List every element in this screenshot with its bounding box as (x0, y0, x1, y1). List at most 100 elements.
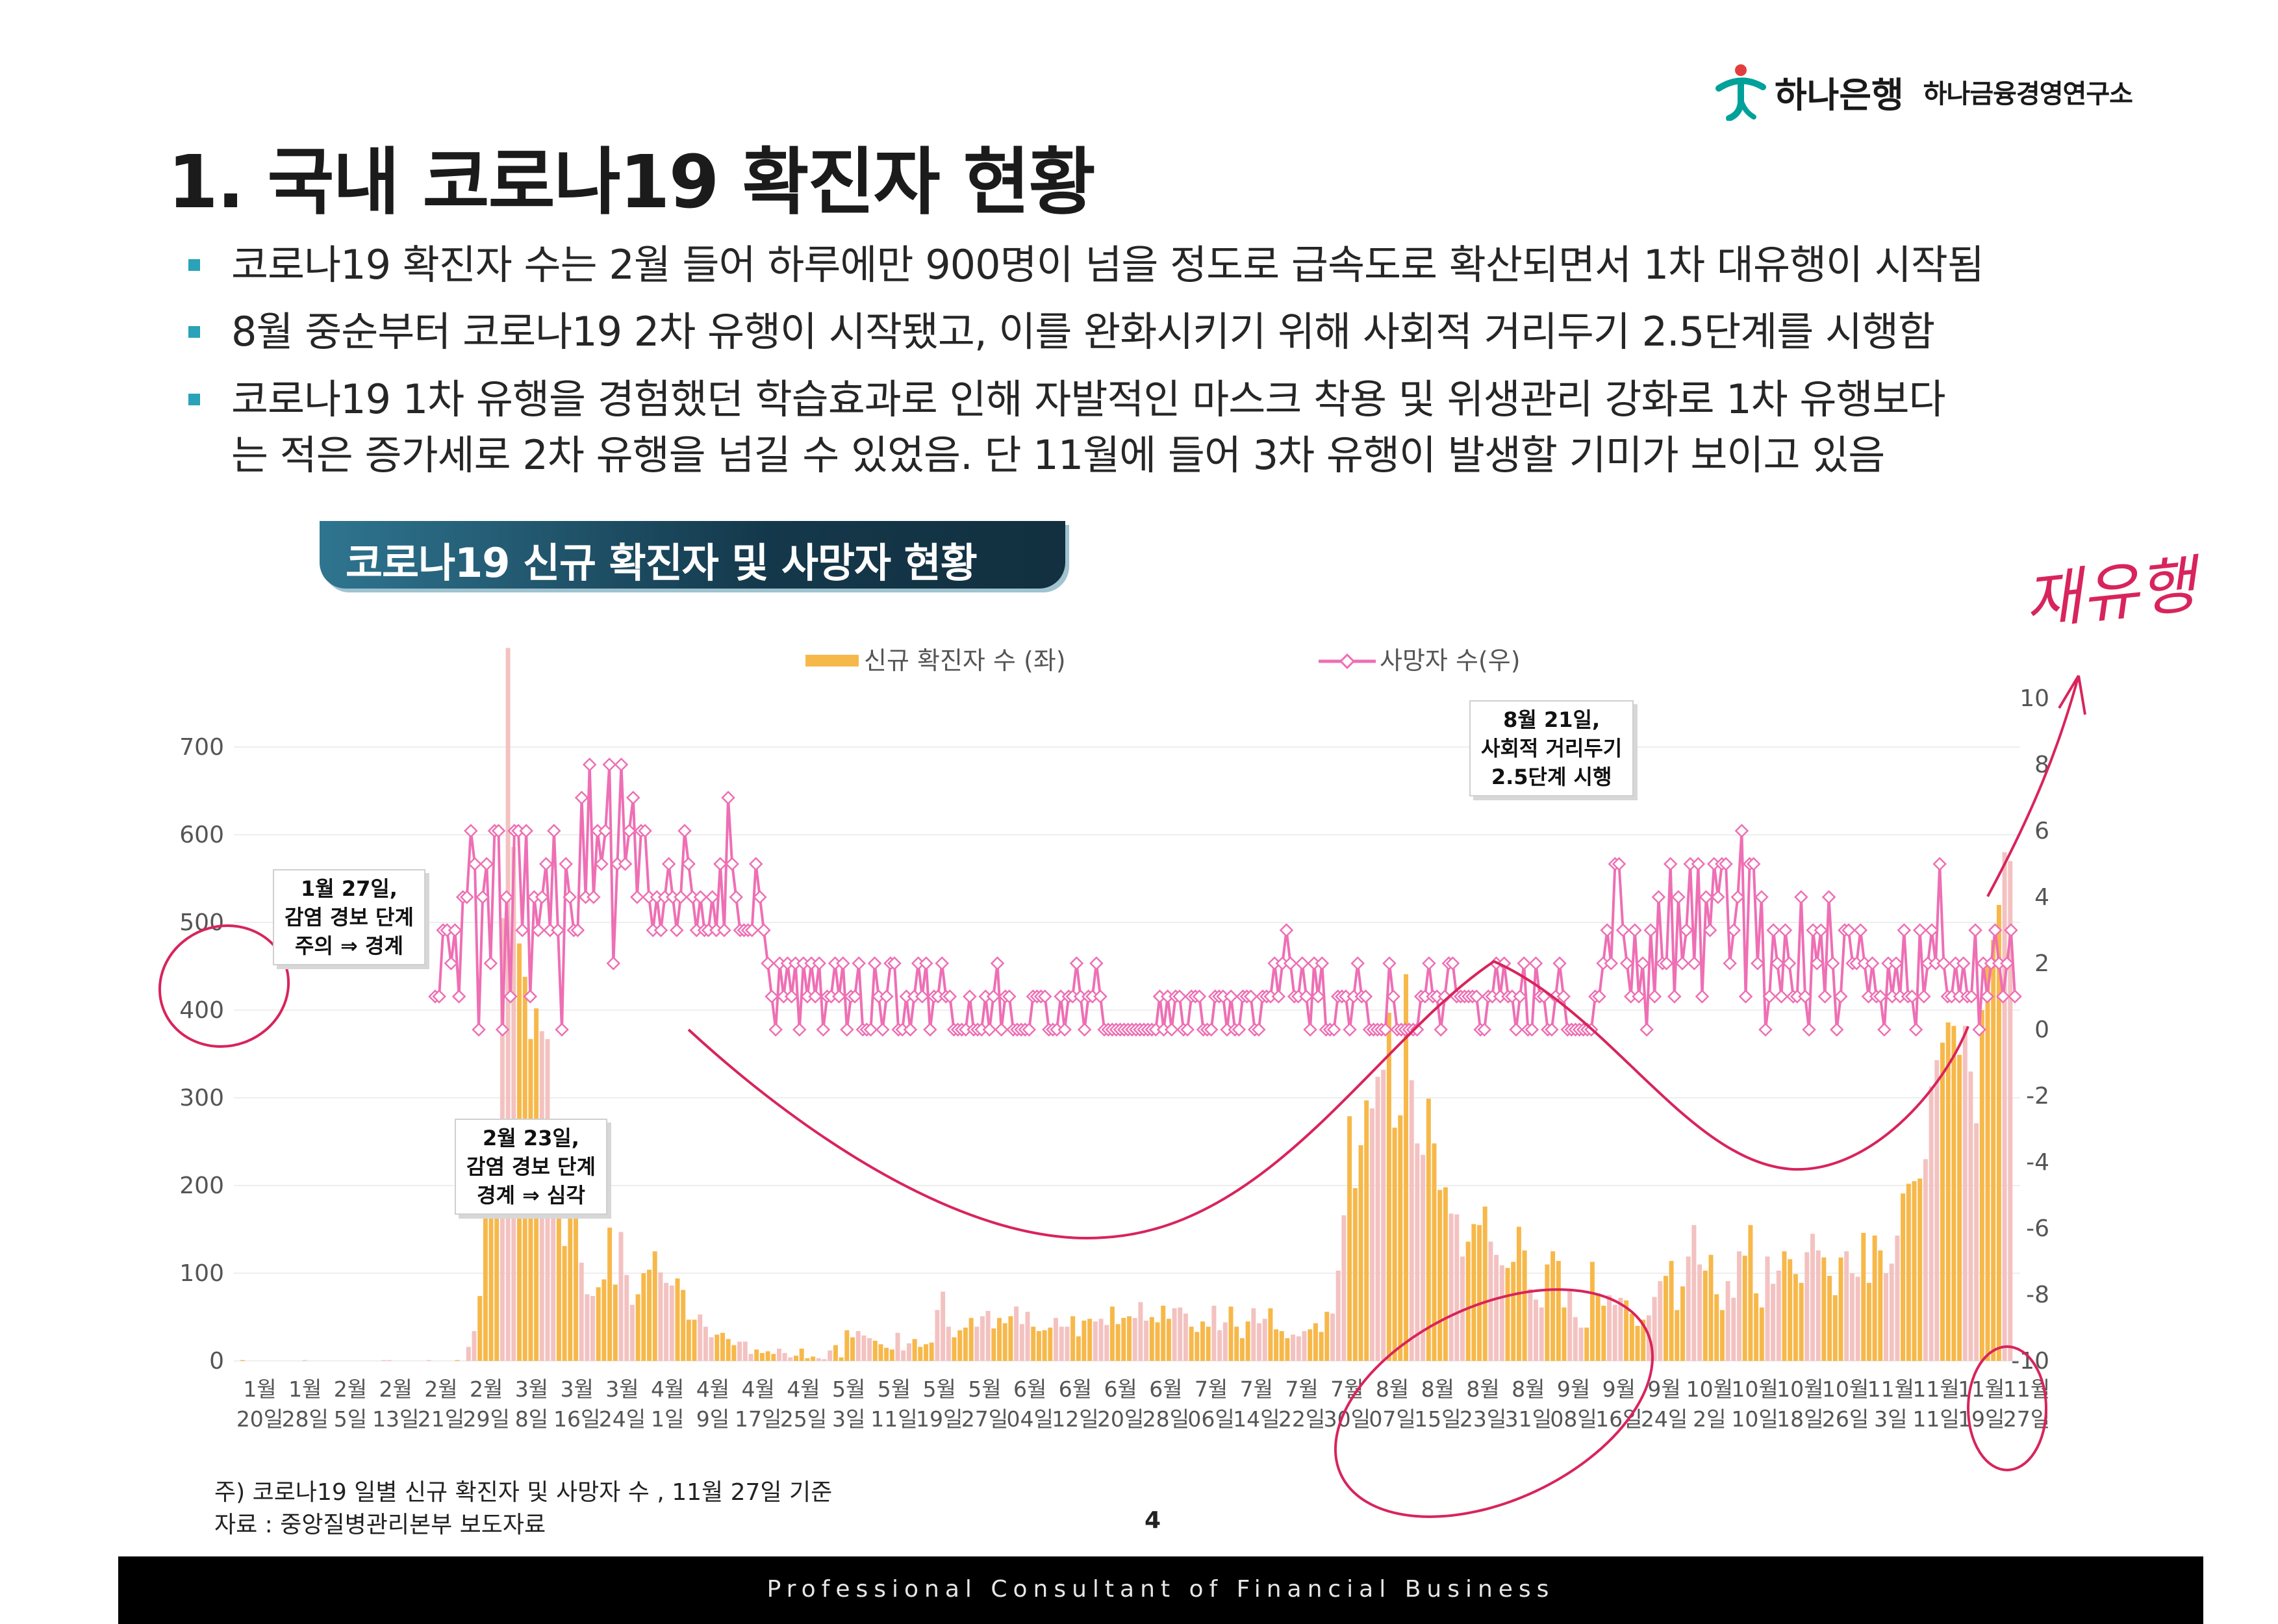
bar (1979, 1010, 1984, 1361)
x-tick-label-month: 6월 (1104, 1377, 1137, 1402)
bar (1528, 1289, 1533, 1361)
bar (1076, 1336, 1081, 1361)
bar (906, 1343, 911, 1361)
line-point (919, 956, 933, 971)
line-point (1057, 1022, 1072, 1037)
bar (726, 1339, 731, 1362)
line-point (1671, 890, 1686, 904)
bar (1172, 1308, 1177, 1361)
bar (777, 1349, 781, 1361)
line-point (479, 857, 494, 871)
line-point (1695, 989, 1710, 1004)
bar (624, 1275, 629, 1361)
x-tick-label-month: 10월 (1731, 1377, 1778, 1402)
bar (1827, 1276, 1832, 1361)
bar (1302, 1331, 1307, 1361)
line-point (836, 956, 850, 971)
bar (1183, 1313, 1188, 1361)
page-title: 1. 국내 코로나19 확진자 현황 (168, 140, 1096, 225)
line-point (464, 824, 478, 838)
line-point (1778, 923, 1793, 937)
line-point (1303, 1022, 1317, 1037)
line-point (1628, 923, 1642, 937)
line-point (1252, 1022, 1266, 1037)
bar (1539, 1307, 1544, 1361)
bar (1754, 1293, 1759, 1361)
x-tick-label-day: 12일 (1052, 1406, 1098, 1432)
bar (1228, 1306, 1234, 1361)
bar (1222, 1322, 1228, 1361)
line-point (499, 890, 514, 904)
line-point (1556, 989, 1571, 1004)
line-point (848, 989, 862, 1004)
line-point (1754, 890, 1769, 904)
line-point (1865, 956, 1880, 971)
bar (1607, 1295, 1612, 1362)
line-point (1639, 1022, 1654, 1037)
bar (1624, 1300, 1629, 1361)
bar (771, 1354, 776, 1361)
line-point (563, 890, 577, 904)
x-tick-label-day: 20일 (1097, 1406, 1144, 1432)
bar (1449, 1213, 1454, 1361)
bar (1669, 1261, 1674, 1361)
bar (1161, 1306, 1166, 1361)
bar (799, 1349, 804, 1361)
line-point (448, 923, 462, 937)
y-right-tick-label: 10 (2019, 685, 2049, 712)
x-tick-label-month: 10월 (1822, 1377, 1869, 1402)
x-tick-label-day: 24일 (1641, 1406, 1688, 1432)
x-tick-label-day: 17일 (735, 1406, 781, 1432)
line-point (1600, 923, 1614, 937)
x-tick-label-day: 19일 (916, 1406, 963, 1432)
bar (1664, 1276, 1668, 1361)
bar (1545, 1264, 1550, 1361)
bar (601, 1279, 607, 1361)
bar (1206, 1326, 1211, 1361)
bar (1178, 1307, 1183, 1361)
bar (658, 1272, 663, 1361)
bar (912, 1339, 917, 1362)
bar (737, 1341, 742, 1361)
x-tick-label-day: 08일 (1550, 1406, 1597, 1432)
bar (1985, 966, 1990, 1361)
bar (1144, 1320, 1149, 1361)
x-tick-label-month: 5월 (968, 1377, 1001, 1402)
legend: 신규 확진자 수 (좌) 사망자 수(우) (805, 646, 1521, 675)
line-point (1956, 956, 1971, 971)
bar (1584, 1327, 1589, 1361)
bar (1686, 1256, 1691, 1361)
bar (1093, 1321, 1098, 1362)
x-tick-label-month: 5월 (832, 1377, 865, 1402)
bar (1234, 1326, 1239, 1361)
x-tick-label-day: 29일 (463, 1406, 510, 1432)
x-tick-label-month: 5월 (922, 1377, 955, 1402)
x-tick-label-month: 8월 (1376, 1377, 1409, 1402)
line-point (840, 1022, 854, 1037)
bar (1771, 1284, 1776, 1361)
line-point (551, 923, 565, 937)
line-point (713, 857, 728, 871)
bar (997, 1317, 1002, 1361)
x-tick-label-day: 31일 (1505, 1406, 1552, 1432)
bar (1534, 1299, 1538, 1361)
line-point (1988, 923, 2003, 937)
bar (1404, 974, 1408, 1361)
line-point (570, 923, 585, 937)
x-tick-label-day: 24일 (599, 1406, 646, 1432)
bar (1104, 1325, 1109, 1361)
bar (1285, 1338, 1290, 1361)
y-left-tick-label: 500 (179, 909, 224, 936)
x-tick-label-month: 4월 (696, 1377, 729, 1402)
legend-label: 사망자 수(우) (1380, 646, 1521, 675)
legend-bar-swatch (805, 655, 859, 666)
line-point (1192, 989, 1207, 1004)
x-tick-label-day: 14일 (1233, 1406, 1280, 1432)
line-point (606, 956, 621, 971)
brand-logo: 하나은행 하나금융경영연구소 (1715, 62, 2133, 121)
bar (884, 1347, 889, 1362)
bar (1652, 1297, 1657, 1361)
line-point (1378, 1022, 1393, 1037)
bar (794, 1355, 798, 1361)
y-axis-left: 0 100 200 300 400 500 600 700 (179, 734, 224, 1375)
